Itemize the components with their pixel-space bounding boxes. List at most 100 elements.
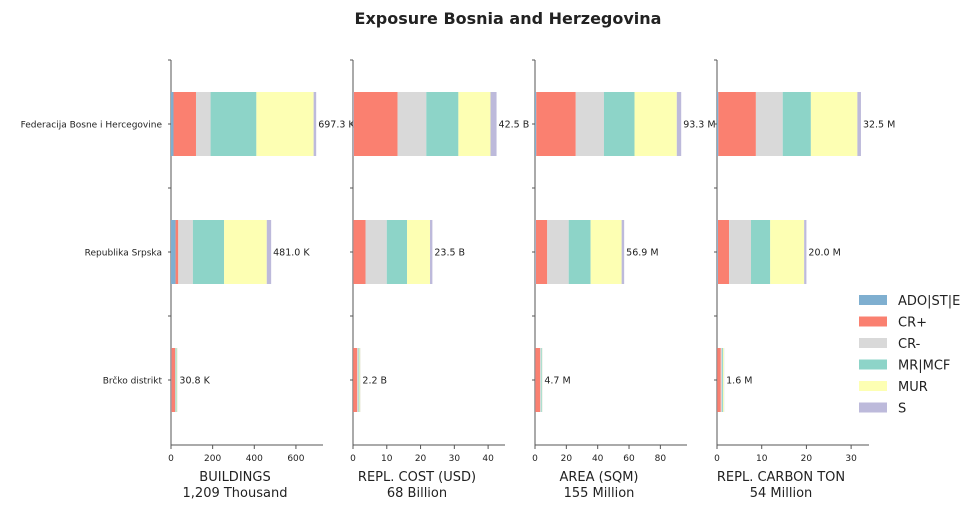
bar-mr-mcf-republika-srpska [568, 220, 591, 284]
bar-total-label: 32.5 M [863, 120, 895, 131]
bar-cr-br-ko-distrikt [540, 348, 542, 412]
bar-s-federacija-bosne-i-hercegovine [313, 92, 317, 156]
bar-total-label: 2.2 B [362, 376, 387, 387]
bar-cr-br-ko-distrikt [171, 348, 176, 412]
bar-ado-st-e-republika-srpska [171, 220, 176, 284]
bar-mur-republika-srpska [590, 220, 622, 284]
legend: ADO|ST|E CR+ CR- MR|MCF MUR S [859, 294, 960, 417]
bar-mr-mcf-br-ko-distrikt [722, 348, 724, 412]
x-axis-label: REPL. COST (USD) [358, 470, 476, 485]
bar-cr-br-ko-distrikt [720, 348, 723, 412]
x-tick-label: 20 [415, 454, 427, 464]
bar-total-label: 20.0 M [808, 248, 840, 259]
bar-mr-mcf-br-ko-distrikt [541, 348, 542, 412]
x-tick-label: 20 [801, 454, 813, 464]
x-tick-label: 600 [287, 454, 304, 464]
x-tick-label: 200 [204, 454, 221, 464]
bar-cr-republika-srpska [729, 220, 751, 284]
bar-cr-federacija-bosne-i-hercegovine [195, 92, 211, 156]
bar-total-label: 42.5 B [499, 120, 530, 131]
panel-area: 0 20 40 60 80 93.3 M 56.9 M 4.7 M AREA (SQM)155 … [532, 59, 716, 501]
legend-swatch-ado-st-e [859, 295, 887, 305]
x-axis-label: REPL. CARBON TON [717, 470, 845, 485]
bar-mur-br-ko-distrikt [723, 348, 724, 412]
bar-mur-republika-srpska [770, 220, 805, 284]
legend-label-mur: MUR [898, 380, 928, 395]
x-tick-label: 40 [592, 454, 604, 464]
bar-ado-st-e-federacija-bosne-i-hercegovine [717, 92, 719, 156]
x-tick-label: 30 [449, 454, 461, 464]
legend-label-cr: CR- [898, 337, 921, 352]
bar-mur-br-ko-distrikt [359, 348, 361, 412]
bar-cr-federacija-bosne-i-hercegovine [397, 92, 427, 156]
bar-cr-federacija-bosne-i-hercegovine [718, 92, 756, 156]
legend-swatch-cr [859, 338, 887, 348]
category-label-republika-srpska: Republika Srpska [85, 249, 162, 259]
bar-mr-mcf-federacija-bosne-i-hercegovine [603, 92, 635, 156]
bar-cr-republika-srpska [547, 220, 569, 284]
bar-cr-br-ko-distrikt [357, 348, 359, 412]
bar-cr-republika-srpska [178, 220, 193, 284]
legend-label-cr: CR+ [898, 316, 927, 331]
bar-cr-br-ko-distrikt [353, 348, 358, 412]
bar-cr-br-ko-distrikt [717, 348, 721, 412]
bar-s-republika-srpska [621, 220, 625, 284]
x-tick-label: 10 [381, 454, 393, 464]
x-tick-label: 400 [246, 454, 263, 464]
bar-cr-republika-srpska [535, 220, 548, 284]
x-tick-label: 80 [655, 454, 667, 464]
panel-repl_cost: 0 10 20 30 40 42.5 B 23.5 B 2.2 B REPL. COST (US… [350, 59, 530, 501]
bar-total-label: 56.9 M [626, 248, 658, 259]
category-label-br-ko-distrikt: Brčko distrikt [103, 376, 163, 387]
bar-cr-federacija-bosne-i-hercegovine [575, 92, 604, 156]
x-tick-label: 40 [482, 454, 494, 464]
x-axis-sublabel: 68 Billion [387, 486, 447, 501]
bar-cr-federacija-bosne-i-hercegovine [536, 92, 576, 156]
bar-mur-federacija-bosne-i-hercegovine [634, 92, 677, 156]
bar-total-label: 4.7 M [544, 376, 570, 387]
x-tick-label: 0 [714, 454, 720, 464]
bar-ado-st-e-republika-srpska [535, 220, 536, 284]
bar-ado-st-e-federacija-bosne-i-hercegovine [535, 92, 537, 156]
x-tick-label: 20 [561, 454, 573, 464]
bar-mr-mcf-federacija-bosne-i-hercegovine [782, 92, 811, 156]
bar-cr-republika-srpska [717, 220, 730, 284]
x-tick-label: 0 [168, 454, 174, 464]
bar-cr-republika-srpska [353, 220, 366, 284]
x-axis-label: AREA (SQM) [559, 470, 638, 485]
x-tick-label: 60 [623, 454, 635, 464]
legend-label-s: S [898, 402, 906, 417]
bar-mur-federacija-bosne-i-hercegovine [810, 92, 858, 156]
bar-ado-st-e-republika-srpska [717, 220, 718, 284]
bar-total-label: 30.8 K [179, 376, 210, 387]
bar-s-federacija-bosne-i-hercegovine [676, 92, 682, 156]
bar-total-label: 697.3 K [318, 120, 355, 131]
bar-mr-mcf-republika-srpska [386, 220, 408, 284]
bar-cr-federacija-bosne-i-hercegovine [755, 92, 783, 156]
bar-mur-br-ko-distrikt [176, 348, 178, 412]
x-tick-label: 0 [532, 454, 538, 464]
x-axis-label: BUILDINGS [199, 470, 270, 485]
bar-cr-br-ko-distrikt [535, 348, 541, 412]
bar-total-label: 93.3 M [683, 120, 715, 131]
category-label-federacija-bosne-i-hercegovine: Federacija Bosne i Hercegovine [21, 121, 163, 131]
chart-title: Exposure Bosnia and Herzegovina [355, 9, 662, 28]
bar-mr-mcf-federacija-bosne-i-hercegovine [210, 92, 257, 156]
bar-s-republika-srpska [430, 220, 433, 284]
bar-mur-federacija-bosne-i-hercegovine [458, 92, 491, 156]
bar-mr-mcf-br-ko-distrikt [358, 348, 360, 412]
legend-label-mr-mcf: MR|MCF [898, 359, 950, 374]
bar-cr-federacija-bosne-i-hercegovine [353, 92, 398, 156]
legend-swatch-s [859, 402, 887, 413]
legend-swatch-mr-mcf [859, 359, 887, 370]
bar-cr-republika-srpska [365, 220, 387, 284]
x-tick-label: 30 [845, 454, 857, 464]
bar-mur-republika-srpska [224, 220, 267, 284]
bar-s-federacija-bosne-i-hercegovine [490, 92, 497, 156]
panel-carbon: 0 10 20 30 32.5 M 20.0 M 1.6 M REPL. CARBON TON… [714, 59, 895, 501]
bar-cr-federacija-bosne-i-hercegovine [173, 92, 196, 156]
bar-ado-st-e-federacija-bosne-i-hercegovine [353, 92, 354, 156]
bar-s-federacija-bosne-i-hercegovine [857, 92, 861, 156]
